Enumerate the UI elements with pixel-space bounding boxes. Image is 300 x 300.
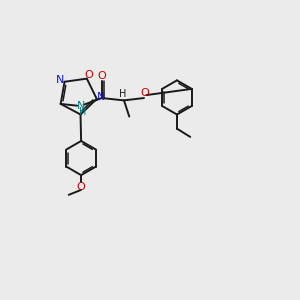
Text: O: O xyxy=(98,71,106,81)
Text: O: O xyxy=(84,70,93,80)
Text: N: N xyxy=(56,75,64,85)
Text: N: N xyxy=(76,101,85,111)
Text: H: H xyxy=(79,106,87,117)
Text: H: H xyxy=(119,89,126,99)
Text: O: O xyxy=(140,88,149,98)
Text: O: O xyxy=(77,182,85,192)
Text: N: N xyxy=(97,92,105,102)
